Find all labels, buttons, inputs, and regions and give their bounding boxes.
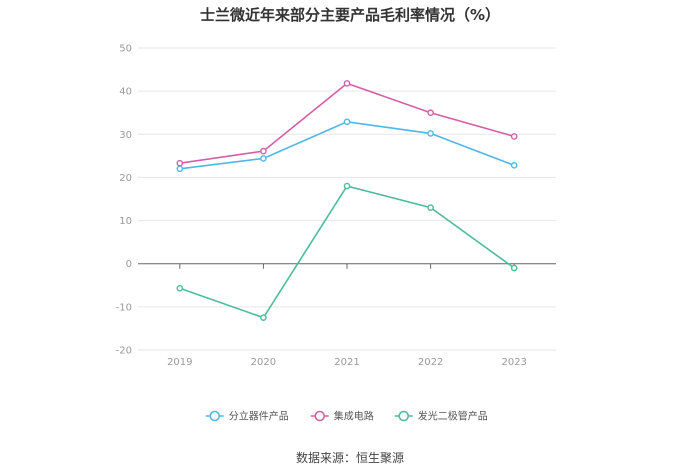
legend-item: 集成电路 [310,410,374,423]
data-point [343,182,351,190]
data-point [510,264,518,272]
x-tick-label: 2021 [334,357,359,368]
legend: 分立器件产品 集成电路 发光二极管产品 [205,410,488,423]
data-point [427,109,434,117]
legend-item: 分立器件产品 [205,410,289,423]
series-line [179,185,515,319]
series-lines [176,80,518,321]
y-tick-label: 50 [119,44,132,55]
data-point [176,159,184,167]
data-point [510,162,518,169]
y-tick-label: -10 [116,302,132,313]
legend-label: 发光二极管产品 [418,410,488,423]
series-line [179,120,515,170]
data-source: 数据来源：恒生聚源 [295,451,404,465]
y-tick-label: 40 [119,87,132,98]
legend-marker [209,410,221,422]
y-tick-label: 0 [126,259,132,270]
data-point [260,155,267,162]
x-tick-label: 2022 [418,357,443,368]
legend-label: 分立器件产品 [229,410,289,423]
y-tick-label: -20 [116,346,132,357]
data-point [510,133,518,140]
y-axis-ticks: 50 40 30 20 10 0 -10 -20 [116,44,132,357]
grid-lines [138,47,556,351]
data-point [427,130,434,137]
x-tick-label: 2023 [501,357,526,368]
data-point [176,285,184,292]
data-point [427,204,434,211]
data-point [343,80,351,87]
y-tick-label: 20 [119,173,132,184]
data-point [260,147,267,155]
legend-item: 发光二极管产品 [394,410,488,423]
data-point [343,118,351,126]
chart-title: 士兰微近年来部分主要产品毛利率情况（%） [199,6,501,24]
data-point [176,165,184,173]
y-tick-label: 30 [119,130,132,141]
y-tick-label: 10 [119,216,132,227]
x-tick-label: 2020 [251,357,276,368]
x-tick-label: 2019 [167,357,192,368]
legend-marker [398,410,410,422]
legend-label: 集成电路 [334,410,374,423]
data-point [260,314,267,321]
legend-marker [314,410,326,422]
x-axis-ticks: 2019 2020 2021 2022 2023 [167,263,527,368]
